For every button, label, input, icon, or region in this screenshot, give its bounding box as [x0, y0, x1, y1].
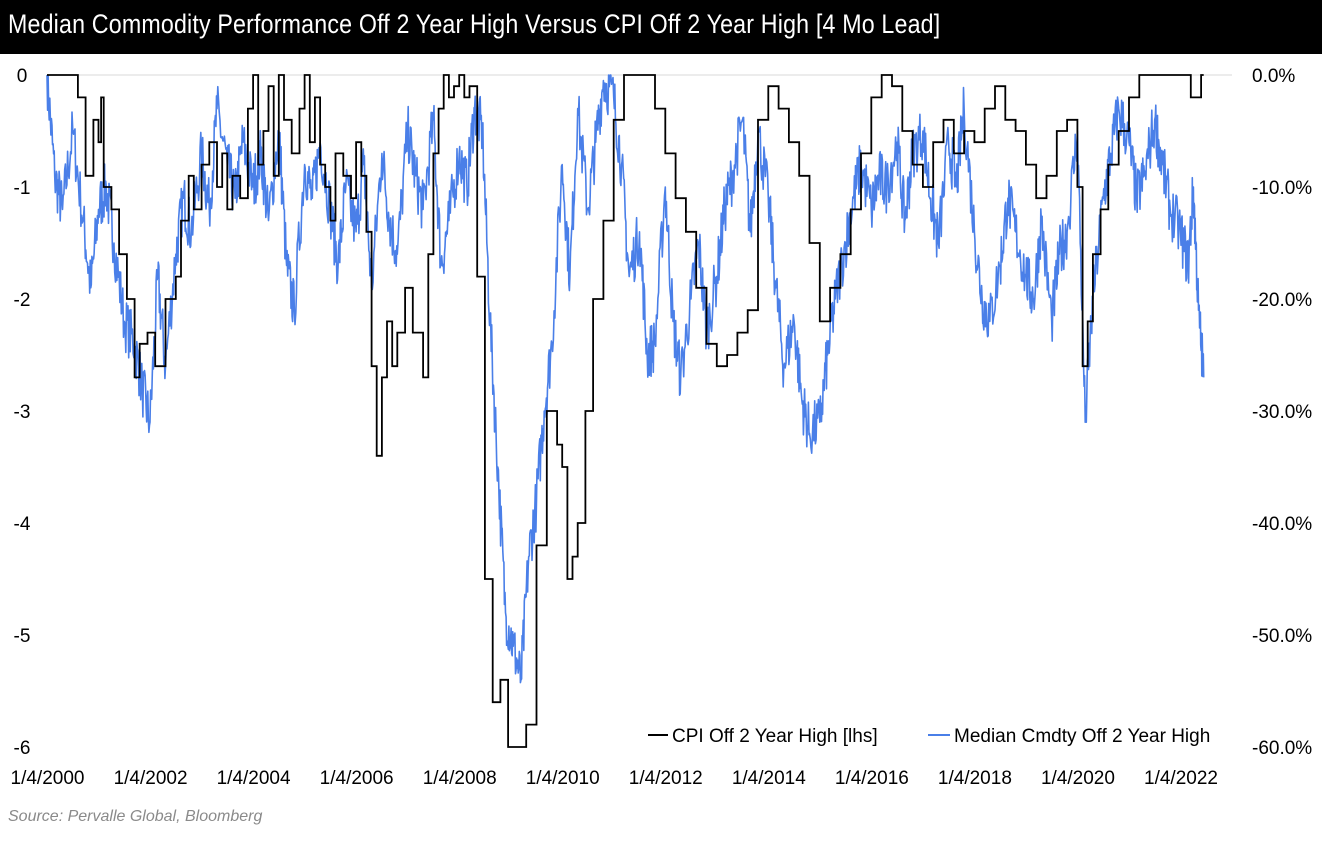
x-tick-label: 1/4/2022 [1144, 768, 1218, 789]
x-tick-label: 1/4/2020 [1041, 768, 1115, 789]
left-tick-label: -5 [14, 626, 31, 647]
left-tick-label: -1 [14, 178, 31, 199]
commodity-series-layer [46, 74, 1205, 684]
cpi-series-layer [47, 74, 1204, 748]
legend: CPI Off 2 Year High [lhs] Median Cmdty O… [648, 726, 1210, 747]
x-axis-ticks: 1/4/2000 1/4/2002 1/4/2004 1/4/2006 1/4/2008… [11, 768, 1218, 789]
series-line-cpi [47, 74, 1204, 748]
title-bar: Median Commodity Performance Off 2 Year … [0, 0, 1322, 54]
left-axis-ticks: 0 -1 -2 -3 -4 -5 -6 [14, 66, 31, 759]
right-tick-label: -20.0% [1252, 290, 1312, 311]
x-tick-label: 1/4/2012 [629, 768, 703, 789]
legend-label-cmdty: Median Cmdty Off 2 Year High [954, 726, 1210, 747]
x-tick-label: 1/4/2014 [732, 768, 806, 789]
left-tick-label: -2 [14, 290, 31, 311]
right-tick-label: 0.0% [1252, 66, 1295, 87]
x-tick-label: 1/4/2008 [423, 768, 497, 789]
right-tick-label: -30.0% [1252, 402, 1312, 423]
source-note: Source: Pervalle Global, Bloomberg [8, 808, 263, 825]
right-tick-label: -10.0% [1252, 178, 1312, 199]
x-tick-label: 1/4/2002 [114, 768, 188, 789]
right-tick-label: -60.0% [1252, 738, 1312, 759]
x-tick-label: 1/4/2006 [320, 768, 394, 789]
right-axis-ticks: 0.0% -10.0% -20.0% -30.0% -40.0% -50.0% -60.0% [1252, 66, 1312, 759]
left-tick-label: -6 [14, 738, 31, 759]
right-tick-label: -40.0% [1252, 514, 1312, 535]
left-tick-label: -3 [14, 402, 31, 423]
left-tick-label: 0 [17, 66, 28, 87]
series-line-cmdty [46, 74, 1205, 684]
x-tick-label: 1/4/2000 [11, 768, 85, 789]
chart-title: Median Commodity Performance Off 2 Year … [8, 9, 941, 39]
x-tick-label: 1/4/2018 [938, 768, 1012, 789]
x-tick-label: 1/4/2004 [217, 768, 291, 789]
left-tick-label: -4 [14, 514, 31, 535]
legend-label-cpi: CPI Off 2 Year High [lhs] [672, 726, 878, 747]
x-tick-label: 1/4/2016 [835, 768, 909, 789]
x-tick-label: 1/4/2010 [526, 768, 600, 789]
right-tick-label: -50.0% [1252, 626, 1312, 647]
